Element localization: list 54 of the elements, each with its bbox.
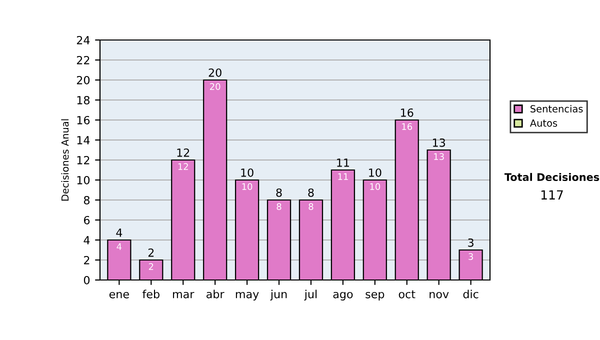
y-tick-label: 4 xyxy=(84,236,90,244)
x-tick-label: ene xyxy=(109,292,129,298)
total-label: 2 xyxy=(148,248,154,257)
x-tick-label: oct xyxy=(398,290,416,298)
total-label: 8 xyxy=(276,188,282,197)
data-label: 20 xyxy=(210,83,220,90)
total-label: 3 xyxy=(468,238,474,247)
data-label: 8 xyxy=(276,203,282,210)
text: 117 xyxy=(541,190,563,200)
x-tick-label: may xyxy=(236,292,259,300)
total-label: 10 xyxy=(369,168,382,177)
x-tick-label: feb xyxy=(142,290,160,298)
x-tick-label: dic xyxy=(463,290,478,298)
total-label: 10 xyxy=(241,168,254,177)
data-label: 12 xyxy=(178,163,188,170)
y-tick-label: 12 xyxy=(77,156,90,164)
total-label: 20 xyxy=(208,68,222,77)
y-tick-label: 2 xyxy=(84,256,90,264)
data-label: 3 xyxy=(468,253,473,260)
data-label: 10 xyxy=(242,183,252,190)
y-tick-label: 0 xyxy=(84,276,90,284)
total-label: 16 xyxy=(401,108,414,117)
data-label: 4 xyxy=(116,243,122,250)
y-tick-label: 14 xyxy=(77,136,90,144)
total-label: 12 xyxy=(177,148,190,157)
data-label: 11 xyxy=(338,173,348,180)
total-label: 11 xyxy=(337,158,349,167)
y-tick-label: 8 xyxy=(84,196,90,204)
y-tick-label: 18 xyxy=(77,96,90,104)
y-tick-label: 24 xyxy=(76,36,90,44)
x-tick-label: jun xyxy=(270,290,287,300)
data-label: 8 xyxy=(308,203,314,210)
y-tick-label: 6 xyxy=(84,216,90,224)
data-label: 2 xyxy=(148,263,154,270)
x-tick-label: abr xyxy=(206,290,224,298)
x-tick-label: nov xyxy=(430,292,449,298)
y-tick-label: 22 xyxy=(76,56,90,64)
x-tick-label: sep xyxy=(366,292,384,300)
total-label: 4 xyxy=(116,228,122,237)
y-tick-label: 20 xyxy=(76,76,90,84)
data-label: 13 xyxy=(434,153,444,160)
data-label: 10 xyxy=(370,183,380,190)
y-tick-label: 10 xyxy=(77,176,90,184)
text: Total Decisiones xyxy=(504,172,600,182)
data-label: 16 xyxy=(402,123,412,130)
x-tick-label: mar xyxy=(173,292,194,298)
total-label: 13 xyxy=(433,138,446,147)
x-tick-label: jul xyxy=(304,290,317,300)
x-tick-label: ago xyxy=(333,292,353,300)
legend-label: Sentencias xyxy=(530,104,583,112)
total-label: 8 xyxy=(308,188,314,197)
y-axis-title: Decisiones Anual xyxy=(61,119,69,201)
y-tick-label: 16 xyxy=(77,116,90,124)
legend-label: Autos xyxy=(530,120,558,127)
